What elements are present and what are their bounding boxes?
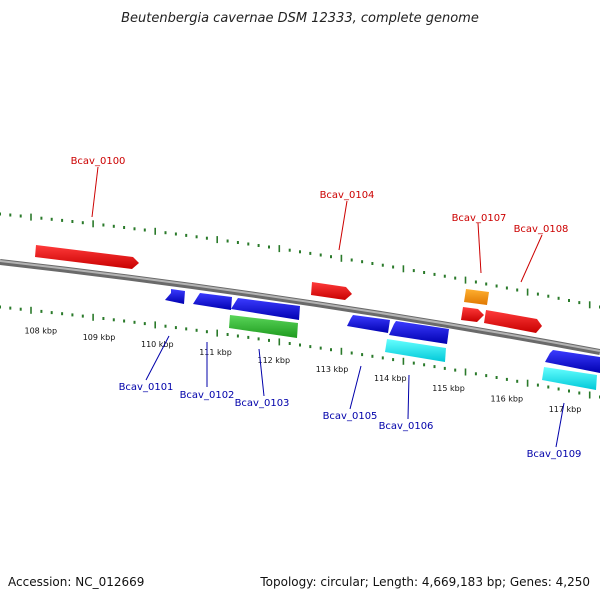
gene-bcav-0106-arrow[interactable]: [389, 321, 449, 344]
gene-bcav-0102-arrow[interactable]: [193, 293, 232, 310]
gene-bcav-0103-feature[interactable]: [229, 315, 298, 338]
scale-label: 117 kbp: [549, 405, 582, 414]
gene-label-bcav-0106[interactable]: Bcav_0106: [379, 421, 434, 432]
leader-bcav-0101: [145, 335, 170, 381]
gene-leader-lines: [91, 166, 565, 448]
leader-bcav-0109: [555, 402, 565, 448]
leader-bcav-0103: [258, 348, 265, 397]
gene-label-bcav-0103[interactable]: Bcav_0103: [235, 398, 290, 409]
genome-backbone-highlight: [0, 260, 600, 352]
scale-label: 115 kbp: [432, 384, 465, 393]
scale-label: 108 kbp: [24, 326, 57, 335]
gene-bcav-0108-arrow[interactable]: [484, 310, 542, 333]
gene-bcav-0103-arrow[interactable]: [231, 298, 300, 320]
scale-label: 109 kbp: [83, 333, 116, 342]
scale-label: 110 kbp: [141, 340, 174, 349]
gene-bcav-0109-feature[interactable]: [542, 367, 597, 390]
gene-bcav-0109-arrow[interactable]: [545, 350, 600, 373]
gene-bcav-0106-feature[interactable]: [385, 339, 446, 362]
scale-label: 116 kbp: [490, 394, 523, 403]
scale-label: 112 kbp: [257, 356, 290, 365]
leader-bcav-0106: [407, 374, 410, 420]
scale-label: 113 kbp: [316, 365, 349, 374]
scale-label: 111 kbp: [199, 348, 232, 357]
gene-bcav-0104-arrow[interactable]: [311, 282, 352, 300]
leader-bcav-0107: [477, 222, 482, 274]
topology-text: Topology: circular; Length: 4,669,183 bp…: [259, 575, 590, 589]
accession-text: Accession: NC_012669: [8, 575, 144, 589]
leader-bcav-0100: [91, 166, 99, 218]
gene-label-bcav-0104[interactable]: Bcav_0104: [320, 190, 375, 201]
reverse-strand-ticks: [0, 305, 600, 399]
map-title: Beutenbergia cavernae DSM 12333, complet…: [121, 11, 479, 26]
gene-label-bcav-0100[interactable]: Bcav_0100: [71, 156, 126, 167]
scale-label: 114 kbp: [374, 374, 407, 383]
gene-label-bcav-0109[interactable]: Bcav_0109: [527, 449, 582, 460]
gene-bcav-0100-arrow[interactable]: [35, 245, 139, 269]
gene-bcav-0105-arrow[interactable]: [347, 315, 390, 333]
scale-labels: 108 kbp 109 kbp 110 kbp 111 kbp 112 kbp 113 k…: [24, 326, 581, 414]
gene-label-bcav-0105[interactable]: Bcav_0105: [323, 411, 378, 422]
gene-bcav-0107-arrow[interactable]: [461, 307, 484, 322]
gene-bcav-0107-feature[interactable]: [464, 289, 489, 305]
leader-bcav-0105: [349, 365, 362, 410]
leader-bcav-0104: [338, 200, 348, 251]
gene-label-bcav-0101[interactable]: Bcav_0101: [119, 382, 174, 393]
gene-label-bcav-0108[interactable]: Bcav_0108: [514, 224, 569, 235]
gene-label-bcav-0102[interactable]: Bcav_0102: [180, 390, 235, 401]
gene-bcav-0101-arrow[interactable]: [165, 289, 185, 304]
forward-strand-ticks: [0, 212, 600, 309]
leader-bcav-0108: [520, 234, 543, 283]
gene-label-bcav-0107[interactable]: Bcav_0107: [452, 213, 507, 224]
